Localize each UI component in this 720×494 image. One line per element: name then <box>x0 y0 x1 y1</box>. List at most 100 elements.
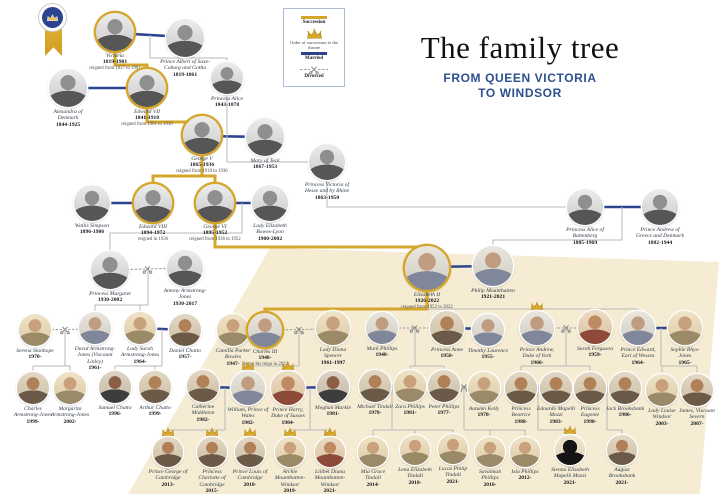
portrait-photo <box>400 435 430 465</box>
person-dates: 1990- <box>583 418 597 425</box>
person-label: Charles Armstrong-Jones 1999- <box>13 406 53 425</box>
portrait-photo <box>473 246 513 286</box>
person-name: Edoardo Mapelli Mozzi <box>536 406 576 419</box>
portrait-photo <box>574 372 606 404</box>
person-name: Princess Charlotte of Cambridge <box>198 469 226 488</box>
person-label: Antony Armstrong-Jones 1930-2017 <box>160 288 210 307</box>
person-label: Lady Elizabeth Bowes-Lyon 1900-2002 <box>245 223 295 242</box>
person-dates: 1844-1925 <box>55 121 81 128</box>
person-name: August Brooksbank <box>608 467 636 480</box>
portrait-photo <box>217 314 249 346</box>
portrait-photo <box>366 312 398 344</box>
person-name: Autumn Kelly <box>468 406 500 412</box>
person-name: Prince Edward, Earl of Wessex <box>620 347 656 360</box>
portrait-photo <box>166 19 204 57</box>
person-label: Autumn Kelly 1978- <box>465 406 503 419</box>
person-name: Arthur Chatto <box>139 405 171 411</box>
person-dates: 2010- <box>483 481 497 488</box>
person-name: Timothy Laurence <box>467 348 509 354</box>
portrait-photo <box>124 312 156 344</box>
person-label: Michael Tindall 1978- <box>356 404 394 417</box>
person-label: Archie Mountbatten-Windsor 2019- <box>269 469 311 494</box>
person-label: Sarah Ferguson 1959- <box>574 346 616 359</box>
portrait-photo <box>505 372 537 404</box>
person-reign-note: reigned in 1936 <box>137 236 169 242</box>
portrait-photo <box>54 372 86 404</box>
portrait-photo <box>309 144 345 180</box>
person-label: Zara Phillips 1981- <box>392 404 428 417</box>
person-label: Prince Andrew, Duke of York 1960- <box>515 347 559 366</box>
person-dates: 1843-1878 <box>214 102 240 109</box>
person-name: Lady Diana Spencer <box>319 347 347 360</box>
person-name: Princess Margaret <box>89 291 131 297</box>
person-dates: 1982- <box>241 419 255 426</box>
legend-label-succession: Succession <box>302 19 326 25</box>
married-line-icon <box>301 52 327 55</box>
portrait-photo <box>472 314 504 346</box>
person-name: Alexandra of Denmark <box>53 109 83 122</box>
person-label: Lena Elizabeth Tindall 2018- <box>395 467 435 486</box>
person-label: David Armstrong-Jones (Viscount Linley) 1… <box>72 346 118 371</box>
person-name: Daniel Chatto <box>169 348 201 354</box>
person-label: Lady Diana Spencer 1961-1997 <box>311 347 355 366</box>
person-label: Mark Phillips 1948- <box>362 346 402 359</box>
person-name: Elizabeth II <box>413 292 441 298</box>
portrait-photo <box>394 370 426 402</box>
crown-emblem <box>39 4 66 31</box>
portrait-photo <box>578 310 612 344</box>
person-dates: 1950- <box>440 353 454 360</box>
portrait-photo <box>358 437 388 467</box>
person-label: Jack Brooksbank 1986- <box>605 406 645 419</box>
person-label: George VI 1895-1952 reigned from 1936 to 1… <box>187 224 243 242</box>
person-name: Prince Louis of Cambridge <box>232 469 268 482</box>
person-label: Sienna Elizabeth Mapelli Mozzi 2021- <box>548 467 592 486</box>
person-name: Edward VII <box>133 109 161 115</box>
person-dates: 1819-1901 <box>102 59 128 66</box>
person-name: Edward VIII <box>139 224 167 230</box>
person-label: Princess Alice of Battenberg 1885-1969 <box>558 227 612 246</box>
person-dates: 1930-2017 <box>172 300 198 307</box>
person-name: Isla Phillips <box>511 469 539 475</box>
person-dates: 1960- <box>530 359 544 366</box>
person-label: Prince Edward, Earl of Wessex 1964- <box>616 347 660 366</box>
person-label: Arthur Chatto 1999- <box>136 405 174 418</box>
person-name: Victoria <box>106 53 124 59</box>
person-name: Prince Andrew, Duke of York <box>519 347 555 360</box>
person-dates: 1996- <box>108 411 122 418</box>
person-label: Wallis Simpson 1896-1986 <box>69 223 115 236</box>
person-label: Meghan Markle 1981- <box>313 405 353 418</box>
person-name: Lady Louise Windsor <box>648 408 676 421</box>
person-label: Prince Andrew of Greece and Denmark 1882-… <box>633 227 687 246</box>
portrait-photo <box>153 437 183 467</box>
person-name: Princess Anne <box>430 347 464 353</box>
person-label: Peter Phillips 1977- <box>426 404 462 417</box>
person-label: Elizabeth II 1926-2022 reigned from 1952 t… <box>398 292 456 310</box>
person-name: Princess Victoria of Hesse and by Rhine <box>304 182 350 195</box>
person-dates: 2018- <box>243 481 257 488</box>
person-label: Isla Phillips 2012- <box>507 469 543 482</box>
portrait-photo <box>668 311 702 345</box>
portrait-photo <box>540 372 572 404</box>
person-name: Mia Grace Tindall <box>360 469 386 482</box>
person-dates: 2018- <box>408 479 422 486</box>
legend-box: Succession Order of succession to the th… <box>283 8 345 87</box>
crown-icon <box>42 7 63 28</box>
succession-line-icon <box>301 16 327 19</box>
person-label: Prince George of Cambridge 2013- <box>147 469 189 488</box>
portrait-photo <box>79 312 111 344</box>
crown-icon <box>283 424 297 436</box>
portrait-photo <box>271 371 305 405</box>
person-label: Philip Mountbatten 1921-2021 <box>468 288 518 301</box>
person-name: Peter Phillips <box>428 404 460 410</box>
person-dates: 2007- <box>690 420 704 427</box>
portrait-photo <box>74 185 110 221</box>
portrait-photo <box>438 434 468 464</box>
person-name: Prince Harry, Duke of Sussex <box>271 407 305 420</box>
person-label: Princess Beatrice 1988- <box>502 406 540 425</box>
person-reign-note: reigned from 1910 to 1936 <box>176 168 228 174</box>
person-dates: 1865-1936 <box>189 162 215 169</box>
person-label: August Brooksbank 2021- <box>602 467 642 486</box>
person-dates: 1947- <box>226 360 240 367</box>
person-label: Edward VIII 1894-1972 reigned in 1936 <box>128 224 178 242</box>
